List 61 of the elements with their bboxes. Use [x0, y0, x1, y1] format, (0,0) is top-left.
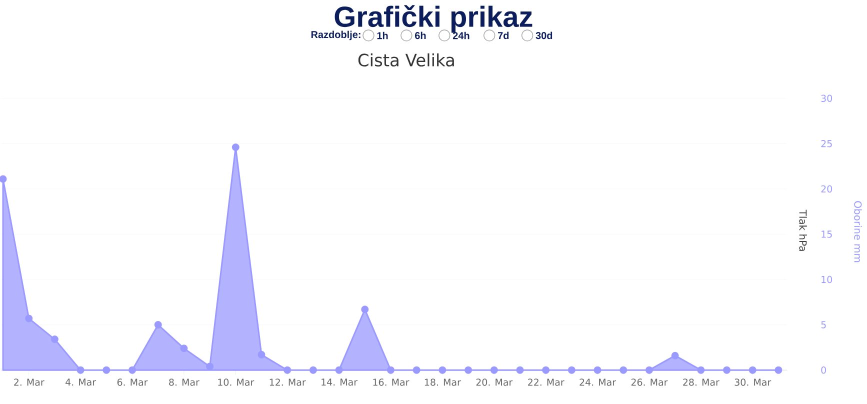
x-tick-label: 2. Mar: [14, 378, 44, 386]
point: [568, 366, 576, 374]
x-tick-label: 22. Mar: [528, 378, 564, 386]
text: 6h: [415, 32, 426, 40]
chart-subtitle: Cista Velika: [358, 54, 454, 67]
point: [774, 366, 782, 374]
point: [284, 366, 292, 374]
y-tick-label: 30: [821, 94, 832, 102]
point: [206, 362, 214, 370]
y-tick-label: 0: [821, 366, 826, 374]
x-tick-label: 8. Mar: [169, 378, 200, 386]
point: [102, 366, 110, 374]
y-tick-label: 15: [822, 230, 832, 238]
point: [335, 366, 343, 374]
point: [671, 352, 679, 360]
x-tick-label: 10. Mar: [218, 378, 254, 386]
point: [697, 366, 705, 374]
point: [25, 314, 33, 322]
point: [0, 175, 7, 183]
point: [361, 306, 369, 314]
text: 30d: [536, 32, 552, 40]
point: [490, 366, 498, 374]
point: [386, 366, 394, 374]
x-tick-label: 20. Mar: [476, 378, 513, 386]
x-tick-label: 28. Mar: [683, 378, 720, 386]
point: [594, 366, 602, 374]
x-tick-label: 26. Mar: [631, 378, 668, 386]
y-axis-title: Oborine mm: [854, 201, 862, 262]
point: [232, 144, 240, 152]
x-tick-label: 24. Mar: [580, 378, 616, 386]
x-tick-label: 14. Mar: [322, 378, 358, 386]
point: [309, 366, 317, 374]
point: [516, 366, 524, 374]
point: [128, 366, 136, 374]
point: [620, 366, 628, 374]
point: [50, 336, 58, 344]
y-tick-label: 20: [821, 186, 832, 193]
x-tick-label: 16. Mar: [373, 378, 410, 386]
y-tick-label: 10: [822, 276, 832, 284]
point: [76, 366, 84, 374]
y-tick-label: 25: [821, 140, 832, 148]
point: [723, 366, 731, 374]
y-tick-label: 5: [821, 321, 826, 329]
x-tick-label: 4. Mar: [66, 378, 96, 386]
text: 7d: [498, 32, 509, 40]
point: [464, 366, 472, 374]
point: [542, 366, 550, 374]
text: 1h: [377, 32, 388, 40]
x-tick-label: 30. Mar: [734, 378, 772, 386]
x-tick-label: 6. Mar: [117, 378, 148, 386]
point: [154, 321, 162, 329]
x-tick-label: 18. Mar: [424, 378, 461, 386]
text: 24h: [452, 32, 470, 40]
point: [412, 366, 420, 374]
point: [645, 366, 653, 374]
point: [438, 366, 446, 374]
x-tick-label: 12. Mar: [270, 378, 306, 386]
point: [748, 366, 756, 374]
point: [258, 351, 266, 359]
y2-axis-title: Tlak hPa: [799, 210, 807, 252]
point: [180, 344, 188, 352]
